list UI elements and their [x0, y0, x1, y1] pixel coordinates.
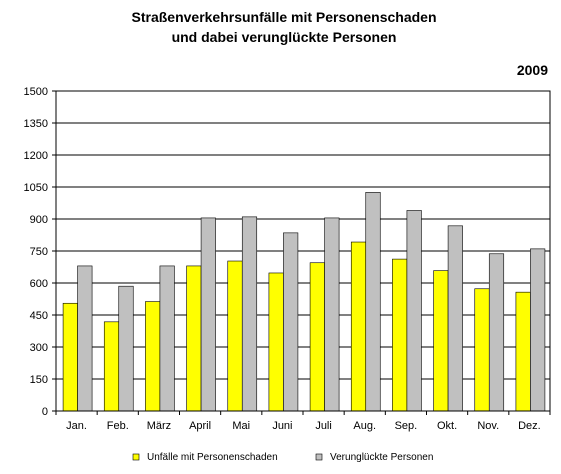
y-tick-label: 300: [30, 342, 48, 354]
year-label: 2009: [517, 62, 548, 78]
bar-unfaelle-1: [103, 321, 120, 412]
x-tick-label: Dez.: [518, 420, 541, 432]
legend-label-0: Unfälle mit Personenschaden: [147, 452, 278, 463]
plot-border: [55, 90, 551, 412]
x-tick-label: März: [147, 420, 171, 432]
bar-unfaelle-10: [474, 288, 490, 412]
y-tick-label: 1050: [24, 182, 48, 194]
bar-verunglueckte-10: [488, 253, 505, 412]
bar-unfaelle-4: [227, 260, 243, 412]
bar-unfaelle-8: [392, 258, 408, 412]
x-tick-label: Sep.: [395, 420, 418, 432]
bar-verunglueckte-7: [365, 192, 381, 412]
x-tick-label: Mai: [232, 420, 250, 432]
bar-verunglueckte-4: [241, 216, 258, 412]
bar-verunglueckte-0: [77, 265, 93, 412]
x-tick-label: Nov.: [477, 420, 499, 432]
y-tick-label: 600: [30, 278, 48, 290]
bar-verunglueckte-11: [530, 248, 546, 412]
bar-verunglueckte-2: [159, 265, 175, 412]
bar-unfaelle-6: [309, 262, 325, 412]
y-tick-label: 0: [42, 406, 48, 418]
bar-verunglueckte-5: [283, 232, 299, 412]
y-tick-label: 150: [30, 374, 48, 386]
y-tick-label: 900: [30, 214, 48, 226]
bar-verunglueckte-1: [118, 285, 134, 412]
bar-verunglueckte-8: [406, 210, 422, 412]
bar-verunglueckte-9: [447, 225, 463, 412]
x-tick-label: April: [189, 420, 211, 432]
y-tick-label: 750: [30, 246, 48, 258]
x-tick-label: Jan.: [66, 420, 87, 432]
y-tick-label: 1500: [24, 86, 48, 98]
x-tick-label: Juni: [272, 420, 292, 432]
chart-title-line-2: und dabei verunglückte Personen: [172, 29, 397, 45]
bar-unfaelle-3: [186, 265, 202, 412]
bar-unfaelle-11: [515, 291, 531, 412]
legend-swatch-0: [132, 453, 140, 461]
chart-title-line-1: Straßenverkehrsunfälle mit Personenschad…: [132, 9, 437, 25]
x-tick-label: Feb.: [107, 420, 129, 432]
y-tick-label: 1200: [24, 150, 48, 162]
bar-unfaelle-2: [145, 301, 161, 412]
x-tick-label: Aug.: [353, 420, 376, 432]
bar-unfaelle-5: [268, 272, 284, 412]
bar-verunglueckte-6: [324, 217, 340, 412]
y-tick-label: 450: [30, 310, 48, 322]
bar-unfaelle-9: [433, 270, 449, 412]
bar-unfaelle-0: [62, 302, 78, 412]
x-tick-label: Juli: [315, 420, 332, 432]
y-tick-label: 1350: [24, 118, 48, 130]
bar-unfaelle-7: [350, 241, 367, 412]
legend-swatch-1: [315, 453, 323, 461]
bar-verunglueckte-3: [200, 217, 216, 412]
legend-label-1: Verunglückte Personen: [330, 452, 433, 463]
x-tick-label: Okt.: [437, 420, 457, 432]
